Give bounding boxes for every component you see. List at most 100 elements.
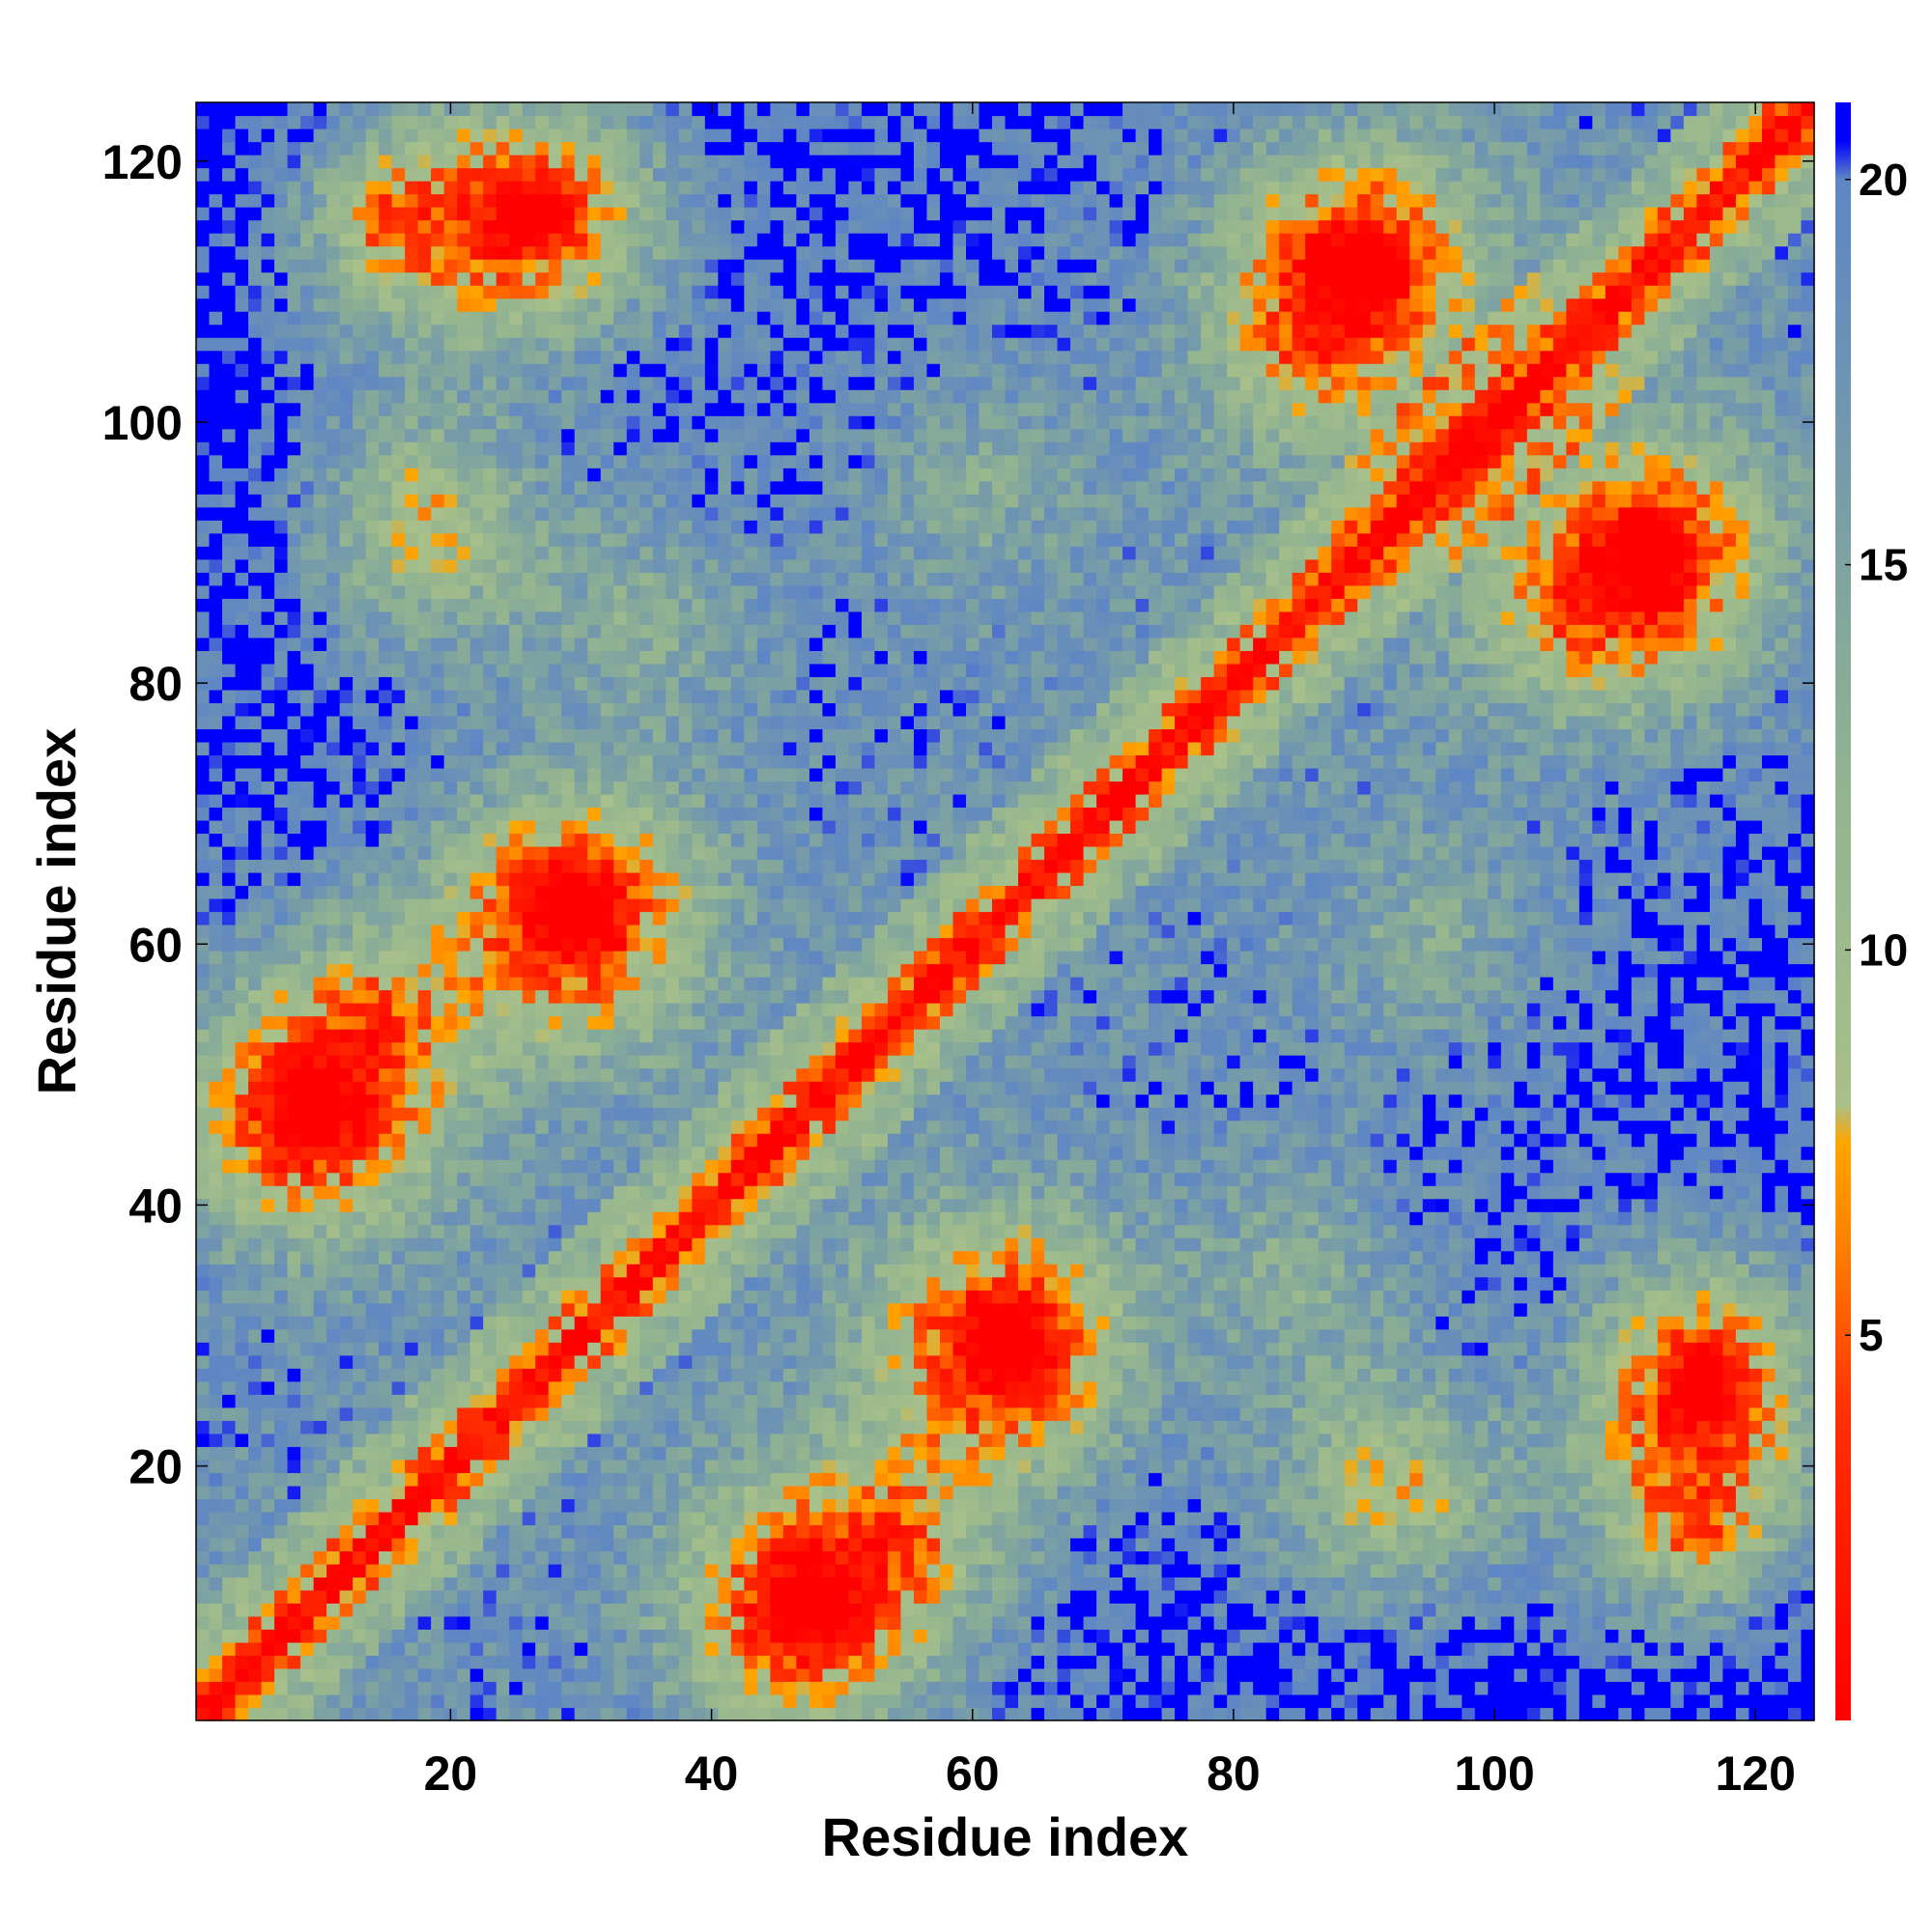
heatmap-cell	[548, 807, 562, 821]
heatmap-cell	[379, 859, 393, 873]
heatmap-cell	[209, 754, 223, 769]
heatmap-cell	[496, 1537, 510, 1551]
heatmap-cell	[469, 584, 484, 599]
heatmap-cell	[626, 833, 640, 847]
heatmap-cell	[222, 1420, 237, 1435]
heatmap-cell	[417, 1550, 432, 1565]
heatmap-cell	[248, 1211, 263, 1226]
heatmap-cell	[469, 728, 484, 743]
heatmap-cell	[405, 754, 419, 769]
heatmap-cell	[365, 924, 380, 939]
heatmap-cell	[574, 193, 588, 208]
heatmap-cell	[365, 1472, 380, 1487]
heatmap-cell	[209, 845, 223, 861]
heatmap-cell	[692, 546, 706, 560]
heatmap-cell	[469, 1537, 484, 1551]
heatmap-cell	[431, 624, 445, 639]
heatmap-cell	[405, 624, 419, 639]
heatmap-cell	[692, 951, 706, 965]
heatmap-cell	[391, 311, 406, 326]
heatmap-cell	[457, 1406, 471, 1421]
heatmap-cell	[509, 989, 524, 1004]
heatmap-cell	[353, 532, 367, 547]
heatmap-cell	[535, 480, 550, 495]
heatmap-cell	[483, 233, 497, 247]
heatmap-cell	[457, 141, 471, 156]
heatmap-cell	[704, 1563, 719, 1578]
heatmap-cell	[235, 1472, 249, 1487]
heatmap-cell	[274, 259, 289, 273]
heatmap-cell	[417, 611, 432, 625]
heatmap-cell	[548, 1316, 562, 1330]
heatmap-cell	[692, 1172, 706, 1186]
heatmap-cell	[443, 1498, 458, 1513]
heatmap-cell	[405, 1641, 419, 1657]
heatmap-cell	[548, 141, 562, 156]
heatmap-cell	[548, 663, 562, 677]
heatmap-cell	[469, 1629, 484, 1643]
heatmap-cell	[222, 1029, 237, 1043]
heatmap-cell	[704, 924, 719, 939]
heatmap-cell	[652, 506, 667, 521]
heatmap-cell	[365, 1354, 380, 1369]
heatmap-cell	[626, 219, 640, 234]
heatmap-cell	[431, 741, 445, 756]
heatmap-cell	[587, 1055, 602, 1069]
heatmap-cell	[692, 1394, 706, 1408]
heatmap-cell	[692, 468, 706, 482]
heatmap-cell	[652, 1342, 667, 1356]
heatmap-cell	[261, 376, 275, 390]
heatmap-cell	[353, 924, 367, 939]
heatmap-cell	[666, 389, 680, 404]
heatmap-cell	[365, 233, 380, 247]
heatmap-cell	[261, 989, 275, 1004]
heatmap-cell	[457, 1485, 471, 1499]
heatmap-cell	[391, 271, 406, 286]
heatmap-cell	[587, 1433, 602, 1447]
heatmap-cell	[235, 1563, 249, 1578]
heatmap-cell	[405, 324, 419, 338]
heatmap-cell	[379, 454, 393, 469]
heatmap-cell	[678, 1511, 693, 1525]
heatmap-cell	[417, 311, 432, 326]
heatmap-cell	[496, 676, 510, 691]
heatmap-cell	[522, 1629, 536, 1643]
heatmap-cell	[692, 1707, 706, 1721]
heatmap-cell	[561, 1120, 576, 1134]
heatmap-cell	[300, 1641, 315, 1657]
heatmap-cell	[196, 1589, 211, 1605]
heatmap-cell	[248, 363, 263, 378]
heatmap-cell	[339, 598, 354, 612]
heatmap-cell	[248, 937, 263, 952]
heatmap-cell	[613, 1276, 628, 1291]
heatmap-cell	[469, 715, 484, 729]
heatmap-cell	[561, 977, 576, 991]
heatmap-cell	[509, 1655, 524, 1669]
heatmap-cell	[209, 468, 223, 482]
heatmap-cell	[222, 350, 237, 364]
heatmap-cell	[626, 1185, 640, 1200]
heatmap-cell	[261, 1707, 275, 1721]
heatmap-cell	[561, 1655, 576, 1669]
heatmap-cell	[587, 1328, 602, 1343]
heatmap-cell	[222, 1459, 237, 1473]
heatmap-cell	[287, 807, 301, 821]
heatmap-cell	[522, 977, 536, 991]
heatmap-cell	[548, 1290, 562, 1304]
heatmap-cell	[678, 715, 693, 729]
heatmap-cell	[379, 1302, 393, 1317]
heatmap-cell	[574, 402, 588, 416]
heatmap-cell	[574, 663, 588, 677]
heatmap-cell	[222, 897, 237, 913]
heatmap-cell	[209, 376, 223, 390]
heatmap-cell	[379, 1420, 393, 1435]
heatmap-cell	[235, 233, 249, 247]
heatmap-cell	[248, 1276, 263, 1291]
heatmap-cell	[522, 963, 536, 978]
heatmap-cell	[548, 963, 562, 978]
heatmap-cell	[313, 350, 327, 364]
heatmap-cell	[522, 1681, 536, 1695]
heatmap-cell	[365, 1224, 380, 1238]
heatmap-cell	[469, 1459, 484, 1473]
heatmap-cell	[222, 1589, 237, 1605]
